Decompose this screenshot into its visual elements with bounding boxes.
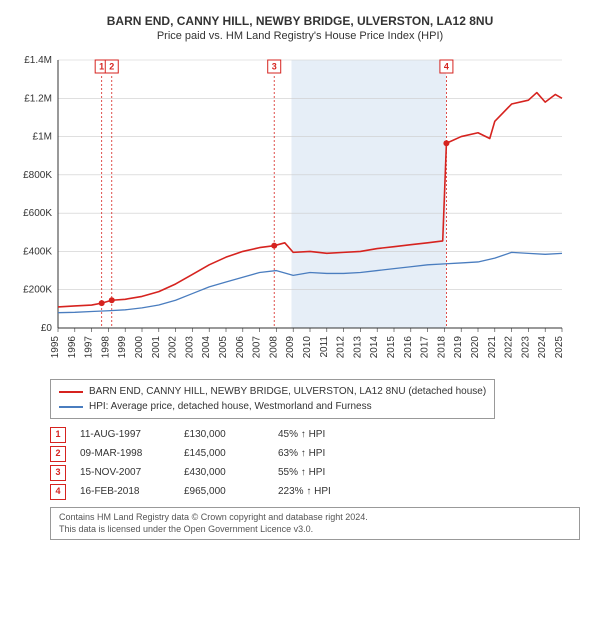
svg-text:2010: 2010 <box>302 336 313 359</box>
svg-text:4: 4 <box>444 62 449 72</box>
svg-text:2015: 2015 <box>386 336 397 359</box>
svg-text:2005: 2005 <box>218 336 229 359</box>
event-row: 1 11-AUG-1997 £130,000 45% ↑ HPI <box>50 425 590 444</box>
svg-text:2: 2 <box>109 62 114 72</box>
svg-text:2022: 2022 <box>504 336 515 359</box>
event-hpi: 55% ↑ HPI <box>278 463 368 482</box>
footer-note: Contains HM Land Registry data © Crown c… <box>50 507 580 540</box>
legend-swatch <box>59 406 83 408</box>
svg-text:2016: 2016 <box>403 336 414 359</box>
svg-text:2020: 2020 <box>470 336 481 359</box>
svg-text:2013: 2013 <box>352 336 363 359</box>
svg-text:1: 1 <box>99 62 104 72</box>
svg-text:£400K: £400K <box>23 246 52 257</box>
event-badge: 3 <box>50 465 66 481</box>
svg-text:2004: 2004 <box>201 336 212 359</box>
legend-swatch <box>59 391 83 393</box>
legend-label: BARN END, CANNY HILL, NEWBY BRIDGE, ULVE… <box>89 384 486 399</box>
chart-title: BARN END, CANNY HILL, NEWBY BRIDGE, ULVE… <box>10 14 590 28</box>
event-hpi: 45% ↑ HPI <box>278 425 368 444</box>
svg-text:2019: 2019 <box>453 336 464 359</box>
events-table: 1 11-AUG-1997 £130,000 45% ↑ HPI 2 09-MAR-199… <box>50 425 590 501</box>
svg-text:£1.2M: £1.2M <box>24 93 52 104</box>
event-hpi: 223% ↑ HPI <box>278 482 368 501</box>
svg-text:2006: 2006 <box>235 336 246 359</box>
svg-text:2000: 2000 <box>134 336 145 359</box>
event-date: 11-AUG-1997 <box>80 425 170 444</box>
svg-text:2021: 2021 <box>487 336 498 359</box>
svg-text:£800K: £800K <box>23 170 52 181</box>
svg-text:2008: 2008 <box>268 336 279 359</box>
event-badge: 1 <box>50 427 66 443</box>
svg-text:£0: £0 <box>41 323 53 334</box>
event-date: 16-FEB-2018 <box>80 482 170 501</box>
event-badge: 2 <box>50 446 66 462</box>
price-chart: £0 £200K £400K £600K £800K £1M £1.2M £1.4M 1995 1… <box>10 50 570 370</box>
chart-container: £0 £200K £400K £600K £800K £1M £1.2M £1.4M 1995 1… <box>10 50 590 373</box>
svg-text:2025: 2025 <box>554 336 565 359</box>
event-row: 3 15-NOV-2007 £430,000 55% ↑ HPI <box>50 463 590 482</box>
svg-text:1999: 1999 <box>117 336 128 359</box>
svg-text:2003: 2003 <box>184 336 195 359</box>
footer-line1: Contains HM Land Registry data © Crown c… <box>59 512 571 524</box>
svg-text:£1.4M: £1.4M <box>24 55 52 66</box>
legend-row: BARN END, CANNY HILL, NEWBY BRIDGE, ULVE… <box>59 384 486 399</box>
svg-text:£200K: £200K <box>23 285 52 296</box>
svg-text:2011: 2011 <box>319 336 330 358</box>
event-hpi: 63% ↑ HPI <box>278 444 368 463</box>
footer-line2: This data is licensed under the Open Gov… <box>59 524 571 536</box>
legend-row: HPI: Average price, detached house, West… <box>59 399 486 414</box>
svg-text:1995: 1995 <box>50 336 61 359</box>
event-date: 15-NOV-2007 <box>80 463 170 482</box>
svg-text:£1M: £1M <box>33 132 52 143</box>
event-price: £130,000 <box>184 425 264 444</box>
svg-text:2023: 2023 <box>520 336 531 359</box>
event-price: £430,000 <box>184 463 264 482</box>
event-date: 09-MAR-1998 <box>80 444 170 463</box>
svg-text:1998: 1998 <box>100 336 111 359</box>
svg-text:2014: 2014 <box>369 336 380 359</box>
svg-text:2002: 2002 <box>168 336 179 359</box>
svg-text:£600K: £600K <box>23 208 52 219</box>
svg-text:1996: 1996 <box>67 336 78 359</box>
svg-text:2012: 2012 <box>336 336 347 359</box>
legend-label: HPI: Average price, detached house, West… <box>89 399 372 414</box>
chart-subtitle: Price paid vs. HM Land Registry's House … <box>10 30 590 42</box>
event-row: 2 09-MAR-1998 £145,000 63% ↑ HPI <box>50 444 590 463</box>
event-badge: 4 <box>50 484 66 500</box>
event-price: £145,000 <box>184 444 264 463</box>
svg-text:2024: 2024 <box>537 336 548 359</box>
svg-text:1997: 1997 <box>84 336 95 359</box>
svg-text:3: 3 <box>272 62 277 72</box>
svg-text:2007: 2007 <box>252 336 263 359</box>
event-row: 4 16-FEB-2018 £965,000 223% ↑ HPI <box>50 482 590 501</box>
event-price: £965,000 <box>184 482 264 501</box>
svg-text:2001: 2001 <box>151 336 162 359</box>
svg-text:2017: 2017 <box>420 336 431 359</box>
svg-text:2018: 2018 <box>436 336 447 359</box>
svg-text:2009: 2009 <box>285 336 296 359</box>
legend-box: BARN END, CANNY HILL, NEWBY BRIDGE, ULVE… <box>50 379 495 419</box>
